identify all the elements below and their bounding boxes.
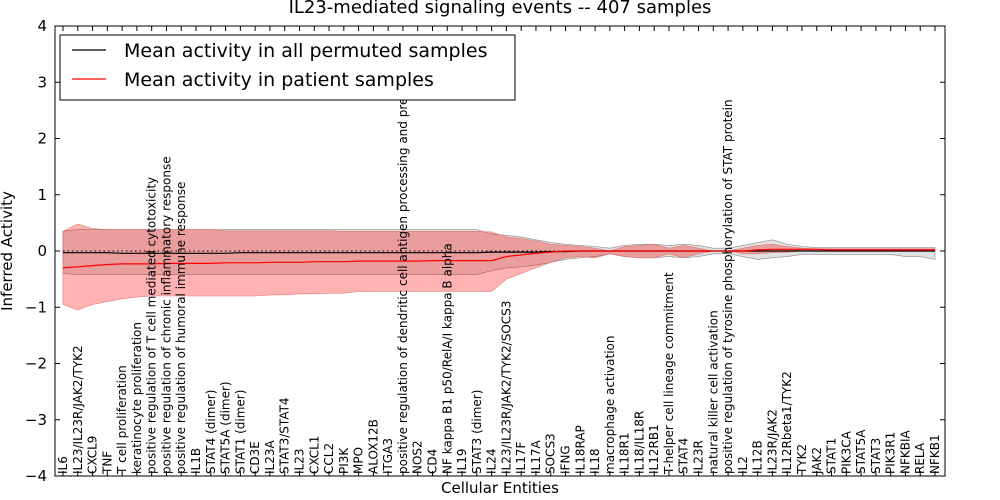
- x-tick-label: IL24: [485, 449, 499, 475]
- x-tick-label: natural killer cell activation: [706, 310, 720, 474]
- x-tick-label: IL23R/JAK2: [765, 409, 779, 474]
- x-tick-label: CCL2: [322, 443, 336, 474]
- x-tick-label: IL19: [455, 449, 469, 475]
- x-tick-label: keratinocyte proliferation: [130, 322, 144, 474]
- x-tick-label: STAT3/STAT4: [278, 397, 292, 474]
- y-axis: −4 −3 −2 −1 0 1 2 3 4: [25, 17, 945, 485]
- x-tick-label: positive regulation of humoral immune re…: [174, 182, 188, 474]
- y-tick-label: −2: [25, 355, 47, 373]
- x-tick-label: STAT1: [825, 438, 839, 474]
- x-tick-label: NF kappa B1 p50/RelA/I kappa B alpha: [440, 243, 454, 474]
- x-tick-label: STAT5A (dimer): [219, 381, 233, 474]
- x-tick-label: IL23/IL23R/JAK2/TYK2: [71, 345, 85, 474]
- y-tick-label: 0: [37, 242, 47, 260]
- legend-label-patient: Mean activity in patient samples: [124, 69, 434, 91]
- x-tick-label: IL12B: [751, 440, 765, 474]
- x-tick-label: STAT1 (dimer): [233, 390, 247, 474]
- legend: Mean activity in all permuted samples Me…: [59, 34, 516, 101]
- x-tick-label: IL23R: [692, 440, 706, 474]
- x-tick-label: IL23A: [263, 440, 277, 474]
- x-tick-label: NFKB1: [928, 434, 942, 474]
- x-tick-label: PIK3CA: [839, 430, 853, 474]
- x-tick-label: IL1B: [189, 448, 203, 474]
- x-tick-label: IFNG: [559, 445, 573, 474]
- x-tick-label: macrophage activation: [603, 336, 617, 474]
- x-tick-label: T-helper cell lineage commitment: [662, 272, 676, 475]
- x-tick-label: positive regulation of chronic inflammat…: [160, 156, 174, 474]
- x-tick-label: PI3K: [337, 447, 351, 474]
- x-tick-label: STAT3 (dimer): [470, 390, 484, 474]
- x-tick-label: IL18R1: [618, 433, 632, 474]
- x-tick-label: STAT4 (dimer): [204, 390, 218, 474]
- x-tick-label: positive regulation of tyrosine phosphor…: [721, 99, 735, 474]
- x-tick-label: TYK2: [795, 444, 809, 475]
- x-tick-label: CD4: [426, 449, 440, 474]
- x-tick-label: IL17A: [529, 440, 543, 474]
- x-tick-label: CD3E: [248, 441, 262, 474]
- x-tick-label: CXCL9: [86, 436, 100, 474]
- x-tick-label: IL18/IL18R: [632, 411, 646, 474]
- x-tick-label: NFKBIA: [898, 429, 912, 474]
- y-axis-label: Inferred Activity: [0, 191, 16, 311]
- permuted-mean-line: [63, 250, 935, 254]
- x-tick-label: STAT3: [869, 438, 883, 474]
- x-tick-label: RELA: [913, 442, 927, 474]
- x-tick-label: IL23: [293, 449, 307, 475]
- x-tick-label: NOS2: [411, 440, 425, 474]
- y-tick-label: −3: [25, 411, 47, 429]
- x-tick-label: JAK2: [810, 447, 824, 475]
- legend-box: [59, 34, 516, 101]
- plot-area: [62, 223, 936, 311]
- y-tick-label: −4: [25, 467, 47, 485]
- x-tick-label: IL2: [736, 456, 750, 474]
- patient-mean-line: [62, 248, 935, 269]
- x-tick-label: IL23/IL23R/JAK2/TYK2/SOCS3: [499, 301, 513, 474]
- x-tick-label: PIK3R1: [884, 432, 898, 474]
- x-tick-label: STAT5A: [854, 429, 868, 474]
- y-tick-label: 1: [37, 186, 47, 204]
- chart-title: IL23-mediated signaling events -- 407 sa…: [289, 0, 712, 18]
- x-axis: IL6 IL23/IL23R/JAK2/TYK2 CXCL9 TNF T cell pr…: [56, 26, 942, 476]
- x-tick-label: IL12Rbeta1/TYK2: [780, 371, 794, 474]
- x-tick-label: positive regulation of T cell mediated c…: [145, 177, 159, 474]
- y-tick-label: −1: [25, 298, 47, 316]
- x-tick-label: ALOX12B: [366, 419, 380, 474]
- x-tick-label: SOCS3: [544, 433, 558, 474]
- y-tick-label: 4: [37, 17, 47, 35]
- x-tick-label: positive regulation of dendritic cell an…: [396, 41, 410, 474]
- x-tick-label: IL18RAP: [573, 425, 587, 474]
- y-tick-label: 3: [37, 73, 47, 91]
- x-tick-label: CXCL1: [307, 436, 321, 474]
- x-axis-label: Cellular Entities: [441, 479, 559, 497]
- x-tick-label: MPO: [352, 447, 366, 474]
- x-tick-label: IL12RB1: [647, 424, 661, 474]
- x-tick-label: STAT4: [677, 438, 691, 474]
- x-tick-label: IL18: [588, 449, 602, 475]
- x-tick-label: IL6: [56, 456, 70, 474]
- x-tick-label: T cell proliferation: [115, 365, 129, 475]
- y-tick-label: 2: [37, 130, 47, 148]
- x-tick-label: ITGA3: [381, 438, 395, 474]
- x-tick-label: IL17F: [514, 442, 528, 474]
- legend-label-permuted: Mean activity in all permuted samples: [124, 40, 487, 62]
- x-tick-label: TNF: [100, 451, 114, 475]
